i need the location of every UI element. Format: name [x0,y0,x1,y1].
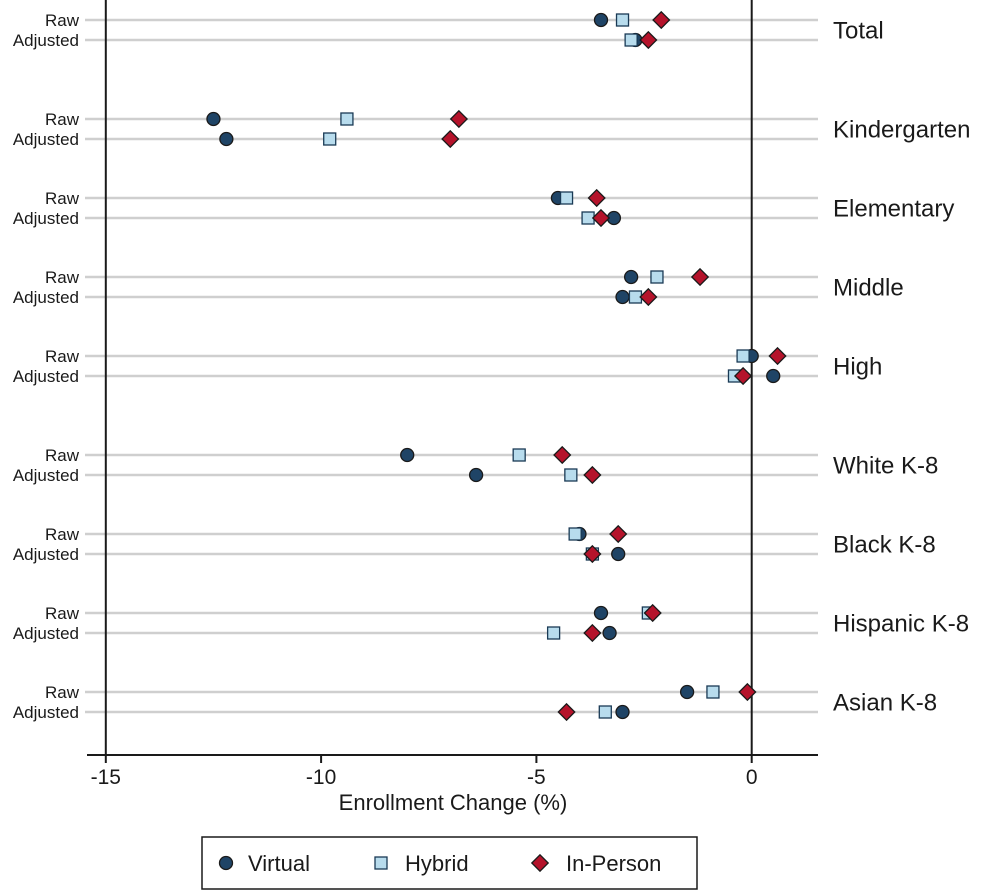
row-labels: RawAdjustedRawAdjustedRawAdjustedRawAdju… [13,11,80,722]
row-label: Raw [45,347,80,366]
row-label: Raw [45,604,80,623]
marker-virtual-raw [206,111,221,127]
marker-in-person-adjusted [733,366,753,386]
marker-hybrid-raw [736,349,750,363]
data-markers [206,10,787,722]
marker-virtual-adjusted [602,625,617,641]
x-axis: -15 -10 -5 0 [87,754,818,789]
marker-virtual-adjusted [611,546,626,562]
marker-in-person-adjusted [583,544,602,564]
marker-in-person-raw [652,10,671,30]
marker-virtual-adjusted [219,131,234,147]
x-tick-label: -10 [306,766,336,789]
marker-hybrid-adjusted [624,33,638,47]
marker-in-person-adjusted [639,30,658,50]
marker-in-person-adjusted [639,287,658,307]
row-label: Adjusted [13,624,79,643]
marker-hybrid-raw [512,448,526,462]
row-label: Raw [45,268,80,287]
marker-in-person-raw [553,445,572,465]
row-label: Adjusted [13,288,79,307]
x-tick-label: -15 [91,766,121,789]
marker-in-person-adjusted [591,208,611,228]
legend-label: Hybrid [405,851,469,876]
marker-hybrid-adjusted [323,132,337,146]
row-label: Adjusted [13,130,79,149]
legend-label: In-Person [566,851,661,876]
marker-in-person-raw [643,603,662,623]
row-label: Raw [45,683,80,702]
marker-in-person-adjusted [557,702,576,722]
legend-box [201,836,698,890]
marker-in-person-raw [738,682,757,702]
marker-virtual-adjusted [615,289,630,305]
marker-hybrid-raw [559,191,574,205]
marker-hybrid-raw [650,270,664,284]
row-label: Adjusted [13,367,79,386]
legend-marker-hybrid [374,856,388,870]
group-label: Asian K-8 [833,690,937,717]
marker-in-person-adjusted [583,623,602,643]
row-label: Raw [45,525,80,544]
row-label: Raw [45,11,80,30]
row-label: Raw [45,189,80,208]
reference-lines [104,0,753,755]
group-label: Black K-8 [833,532,936,559]
x-axis-title: Enrollment Change (%) [339,790,568,815]
marker-virtual-adjusted [615,704,630,720]
group-label: Kindergarten [833,117,970,144]
marker-in-person-raw [609,524,628,544]
marker-hybrid-adjusted [546,626,561,640]
group-label: Elementary [833,196,954,223]
marker-virtual-raw [593,12,609,28]
group-label: Hispanic K-8 [833,611,969,638]
marker-hybrid-raw [568,527,582,541]
legend-marker-in-person [530,853,550,873]
row-label: Adjusted [13,209,79,228]
marker-in-person-raw [690,267,710,287]
marker-virtual-raw [679,684,695,700]
marker-virtual-raw [623,269,639,285]
marker-hybrid-adjusted [598,705,612,719]
marker-in-person-adjusted [441,129,460,149]
marker-hybrid-adjusted [564,468,578,482]
marker-in-person-adjusted [583,465,602,485]
row-gridlines [85,18,818,714]
group-label: High [833,354,882,381]
legend: Virtual Hybrid In-Person [201,836,698,890]
group-label: White K-8 [833,453,938,480]
row-label: Adjusted [13,545,79,564]
marker-hybrid-raw [340,112,354,126]
marker-in-person-raw [768,346,787,366]
group-label: Middle [833,275,904,302]
row-label: Raw [45,446,80,465]
marker-virtual-adjusted [468,467,484,483]
marker-virtual-raw [593,605,609,621]
row-label: Adjusted [13,31,79,50]
x-tick-label: -5 [527,766,546,789]
row-label: Adjusted [13,466,79,485]
x-tick-label: 0 [746,766,758,789]
marker-in-person-raw [587,188,606,208]
row-label: Adjusted [13,703,79,722]
marker-hybrid-raw [706,685,720,699]
marker-virtual-raw [400,447,415,463]
marker-in-person-raw [449,109,469,129]
row-label: Raw [45,110,80,129]
marker-virtual-adjusted [766,368,781,384]
group-label: Total [833,18,884,45]
marker-hybrid-raw [615,13,630,27]
legend-marker-virtual [218,855,234,871]
legend-label: Virtual [248,851,310,876]
group-labels: Total Kindergarten Elementary Middle High Whi… [833,18,970,717]
